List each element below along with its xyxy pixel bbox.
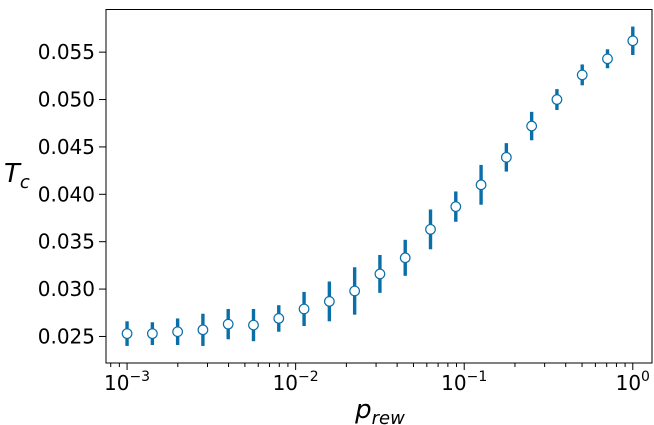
x-tick-label: 10−3 [104,369,150,395]
data-point [450,201,462,213]
data-point [222,318,234,330]
x-tick-label-exponent: −1 [467,369,488,385]
x-tick-label-exponent: −2 [298,369,319,385]
data-point [374,268,386,280]
data-point [248,319,259,331]
data-point [500,151,512,163]
y-tick-label: 0.035 [38,230,95,254]
y-tick-label: 0.030 [38,277,95,301]
data-point [425,223,436,235]
data-point [298,303,310,315]
data-point [627,35,639,47]
y-axis-label-sub: c [20,172,30,193]
data-point [399,252,411,264]
x-axis-label-sub: rew [372,408,405,425]
x-tick-label-base: 10 [104,371,129,395]
x-tick-label: 100 [616,369,650,395]
x-tick-label-base: 10 [441,371,466,395]
x-axis: 10−3 10−2 10−1 100 [104,363,650,395]
y-axis-label: Tc [4,159,30,193]
x-tick-label-exponent: −3 [129,369,150,385]
data-point [273,313,285,324]
y-tick-label: 0.055 [38,40,95,64]
data-point [197,324,209,336]
data-point [475,179,487,191]
y-tick-label: 0.040 [38,182,95,206]
y-tick-label: 0.050 [38,88,95,112]
y-tick-label: 0.025 [38,324,95,348]
data-point [172,326,184,338]
data-point [323,295,335,307]
x-axis-label-base: p [354,395,372,425]
x-tick-label-base: 10 [273,371,298,395]
y-tick-label: 0.045 [38,135,95,159]
x-axis-label: prew [354,395,405,425]
plot-frame [105,9,653,364]
data-point [526,120,538,132]
x-tick-label-exponent: 0 [641,369,650,385]
data-point [349,285,361,297]
error-bars [125,26,635,346]
x-tick-label: 10−2 [273,369,319,395]
y-axis-label-base: T [4,159,22,189]
data-markers [121,35,639,340]
x-tick-label: 10−1 [441,369,487,395]
y-axis: 0.025 0.030 0.035 0.040 0.045 0.050 0.055 [38,40,106,348]
data-point [121,328,133,340]
data-point [602,53,613,65]
data-point [146,328,158,340]
data-point [576,69,588,81]
x-tick-label-base: 10 [616,371,641,395]
data-point [551,94,563,105]
